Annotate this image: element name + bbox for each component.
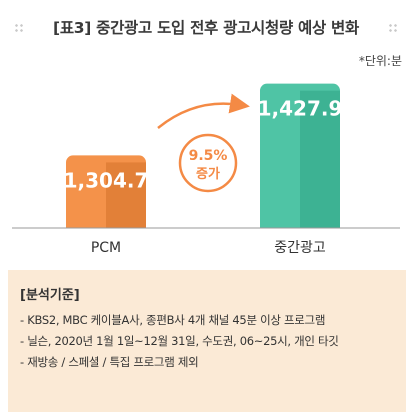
chart-title: [표3] 중간광고 도입 전후 광고시청량 예상 변화 <box>53 19 359 37</box>
criteria-line: - 재방송 / 스페셜 / 특집 프로그램 제외 <box>20 355 199 369</box>
title-bar: [표3] 중간광고 도입 전후 광고시청량 예상 변화 <box>0 10 412 44</box>
criteria-line: - KBS2, MBC 케이블A사, 종편B사 4개 채널 45분 이상 프로그… <box>20 313 326 327</box>
dot-ornament-right <box>388 23 398 33</box>
category-label-1: 중간광고 <box>274 240 326 256</box>
bar-shade-1 <box>300 90 340 228</box>
bar-shade-0 <box>106 162 146 228</box>
growth-percent: 9.5% <box>189 148 228 164</box>
bar-value-label-1: 1,427.9 <box>258 97 343 121</box>
category-label-0: PCM <box>91 240 121 256</box>
criteria-heading: [분석기준] <box>20 288 80 303</box>
analysis-criteria-box: [분석기준] - KBS2, MBC 케이블A사, 종편B사 4개 채널 45분… <box>8 270 406 412</box>
criteria-line: - 닐슨, 2020년 1월 1일~12월 31일, 수도권, 06~25시, … <box>20 334 339 348</box>
dot-ornament-left <box>14 23 24 33</box>
unit-note: *단위:분 <box>358 54 402 68</box>
bar-value-label-0: 1,304.7 <box>64 168 149 192</box>
bar-chart: 1,304.7 PCM 1,427.9 중간광고 9.5% 증가 <box>12 83 400 256</box>
growth-badge <box>178 133 238 193</box>
growth-label: 증가 <box>196 167 220 182</box>
growth-arrow <box>157 93 250 129</box>
